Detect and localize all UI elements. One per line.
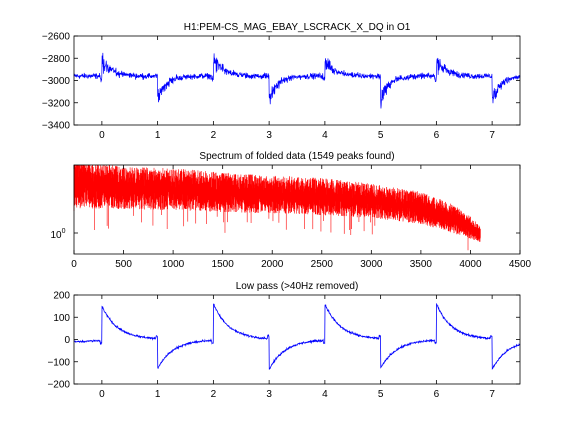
xtick-label: 500 — [115, 259, 132, 270]
ytick-label: 100 — [53, 313, 70, 324]
xtick-label: 6 — [434, 130, 440, 141]
ytick-label: 200 — [53, 291, 70, 302]
xtick-label: 1500 — [212, 259, 235, 270]
xtick-label: 7 — [489, 130, 495, 141]
top-panel-frame — [73, 35, 521, 126]
ytick-label: −3200 — [42, 98, 71, 109]
xtick-label: 0 — [99, 130, 105, 141]
top-series-line — [73, 52, 521, 109]
middle-panel-title: Spectrum of folded data (1549 peaks foun… — [199, 151, 394, 162]
xtick-label: 3000 — [360, 259, 383, 270]
ytick-label: 0 — [64, 335, 70, 346]
ytick-label: −3000 — [42, 76, 71, 87]
bottom-panel-frame — [73, 294, 521, 385]
xtick-label: 4 — [322, 130, 328, 141]
xtick-label: 6 — [434, 389, 440, 400]
ytick-label: −3400 — [42, 121, 71, 132]
xtick-label: 1000 — [162, 259, 185, 270]
xtick-label: 7 — [489, 389, 495, 400]
xtick-label: 5 — [378, 389, 384, 400]
ytick-label: −2800 — [42, 54, 71, 65]
xtick-label: 4000 — [459, 259, 482, 270]
xtick-label: 4 — [322, 389, 328, 400]
ytick-label: −100 — [47, 357, 70, 368]
xtick-label: 0 — [71, 259, 77, 270]
xtick-label: 2000 — [261, 259, 284, 270]
xtick-label: 3 — [266, 389, 272, 400]
xtick-label: 2500 — [311, 259, 334, 270]
xtick-label: 3500 — [410, 259, 433, 270]
middle-panel-frame — [73, 164, 521, 255]
xtick-label: 3 — [266, 130, 272, 141]
xtick-label: 4500 — [509, 259, 532, 270]
xtick-label: 5 — [378, 130, 384, 141]
middle-panel: Spectrum of folded data (1549 peaks foun… — [50, 151, 531, 270]
middle-series-line — [73, 165, 481, 251]
bottom-panel-title: Low pass (>40Hz removed) — [236, 281, 359, 292]
xtick-label: 0 — [99, 389, 105, 400]
top-panel: H1:PEM-CS_MAG_EBAY_LSCRACK_X_DQ in O1 −2… — [42, 22, 521, 141]
xtick-label: 1 — [155, 389, 161, 400]
ytick-label: −200 — [47, 380, 70, 391]
xtick-label: 2 — [211, 130, 217, 141]
middle-ytick-label: 100 — [50, 228, 65, 241]
top-panel-title: H1:PEM-CS_MAG_EBAY_LSCRACK_X_DQ in O1 — [184, 22, 411, 33]
xtick-label: 2 — [211, 389, 217, 400]
bottom-panel: Low pass (>40Hz removed) 200 100 0 −100 −200… — [47, 281, 521, 400]
xtick-label: 1 — [155, 130, 161, 141]
bottom-series-line — [73, 302, 521, 370]
ytick-label: −2600 — [42, 32, 71, 43]
